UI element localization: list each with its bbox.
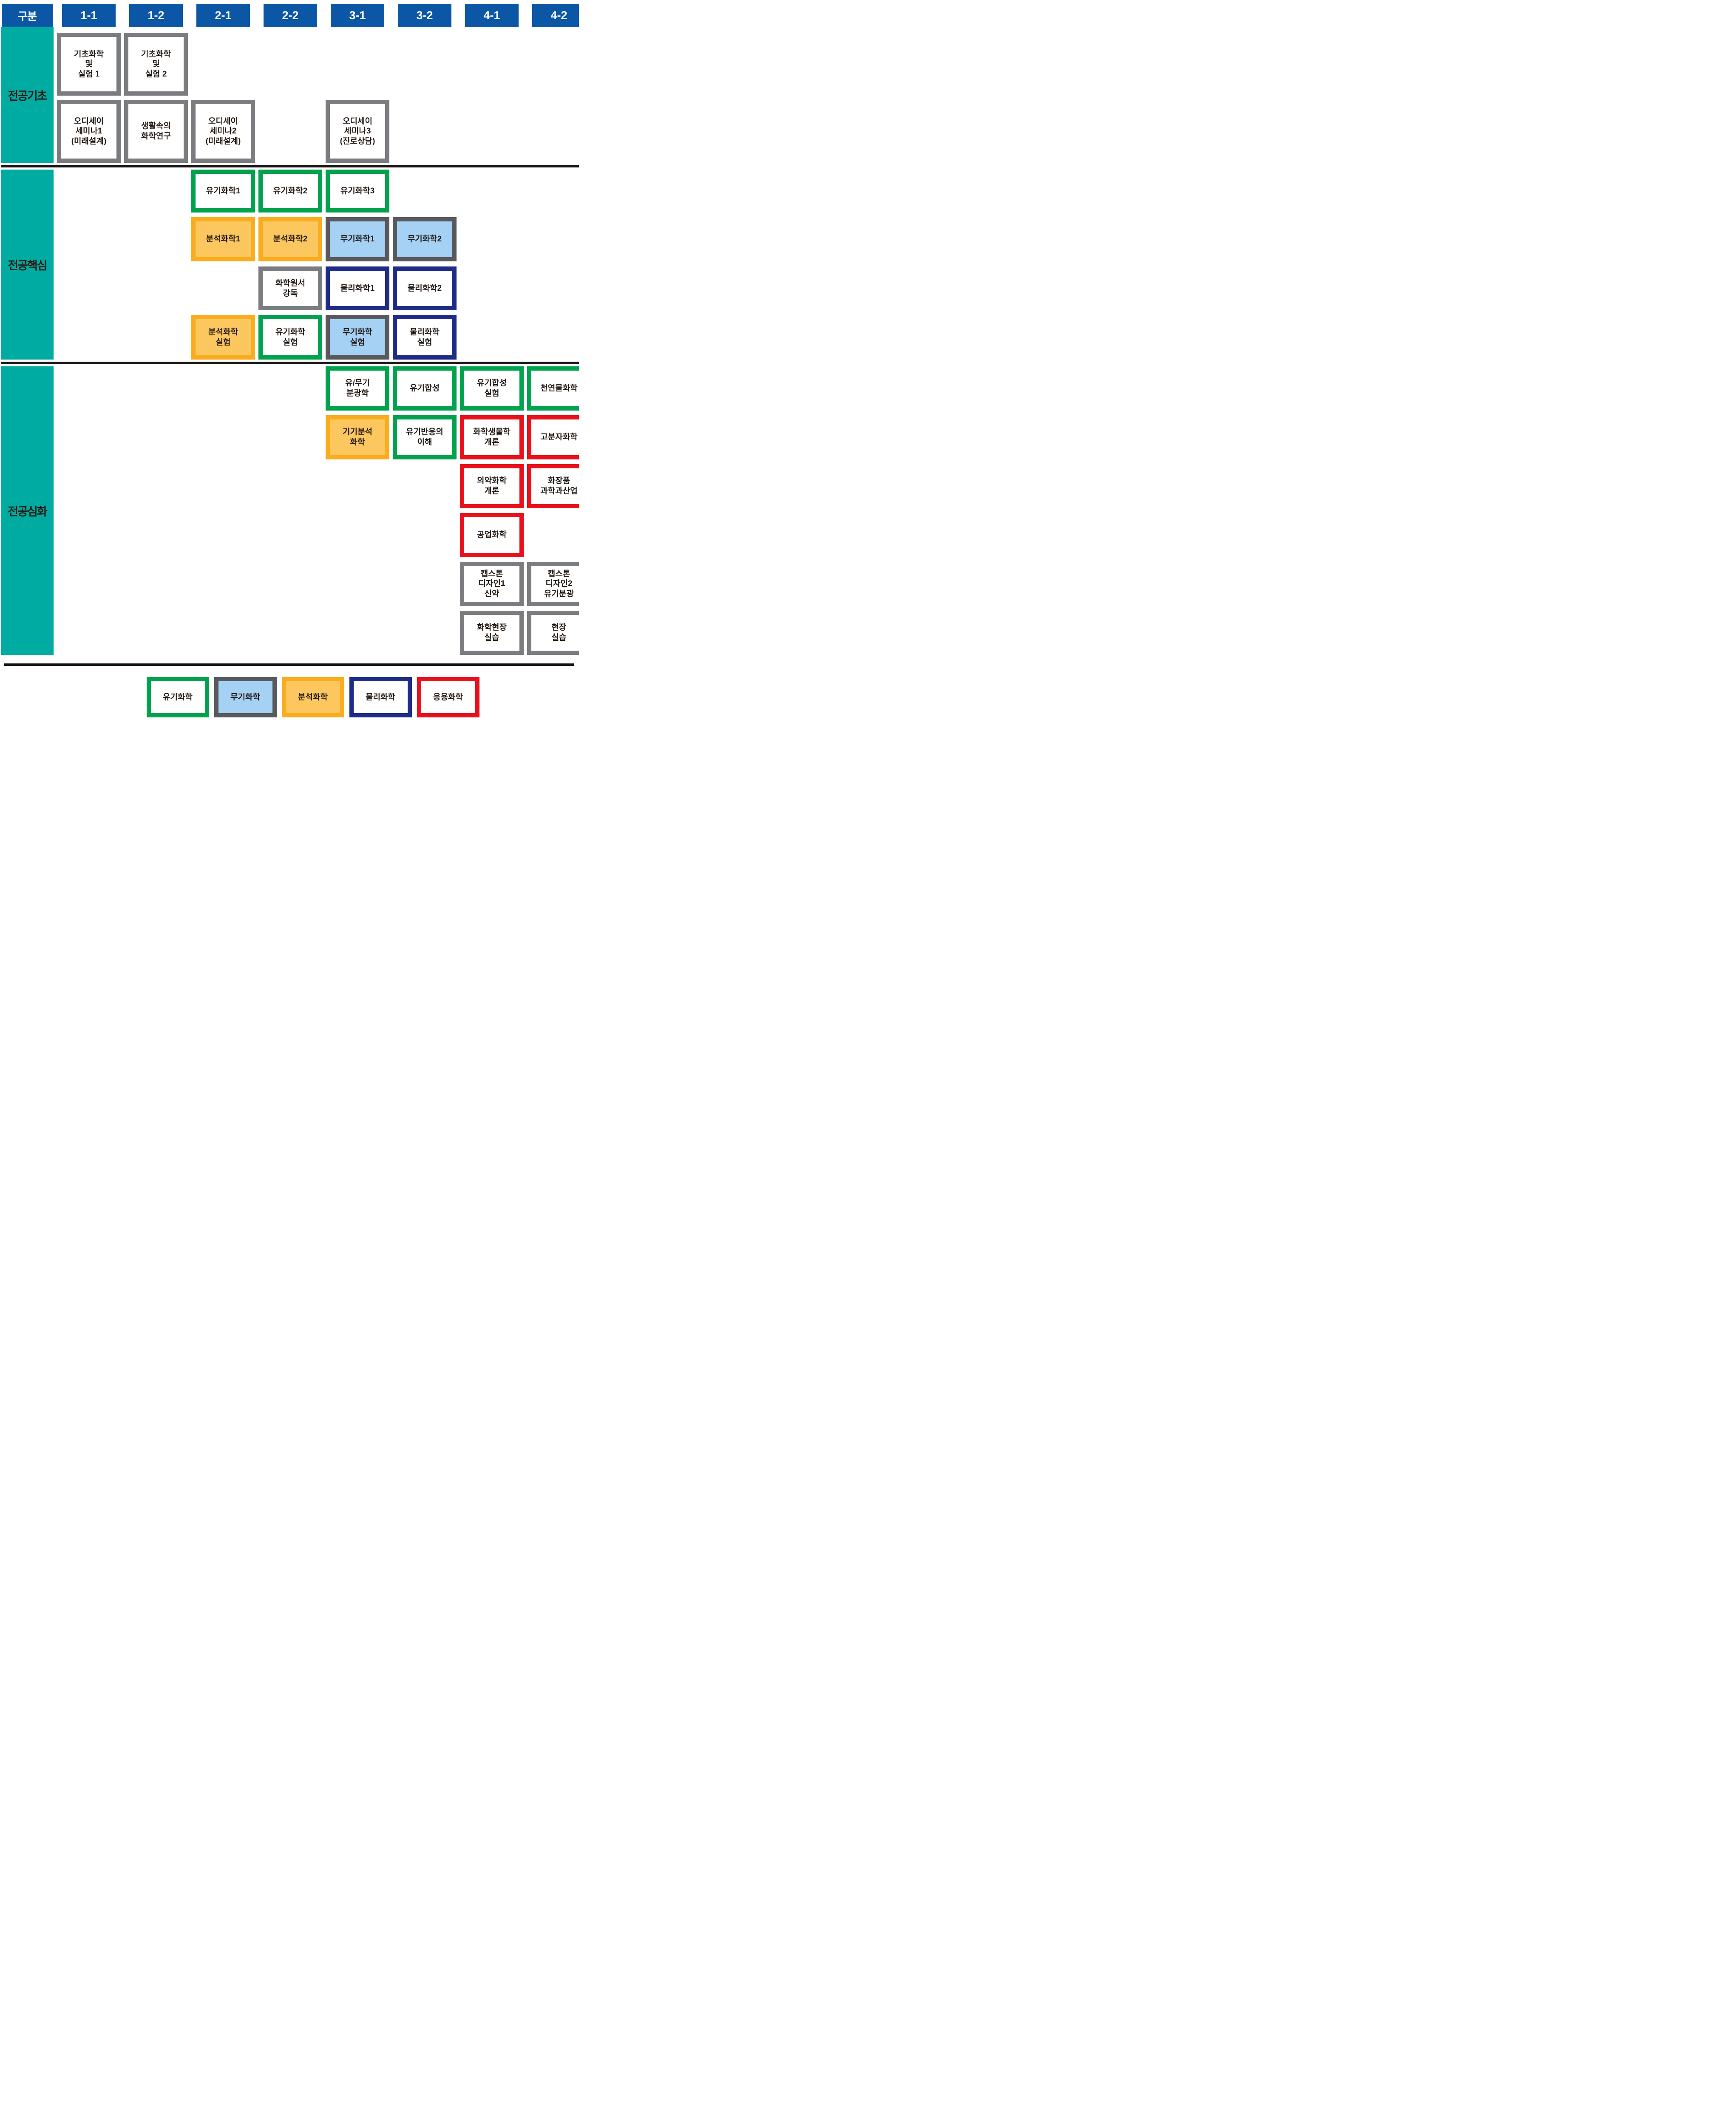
divider-line [1,165,579,167]
course-organic-chemistry-2: 유기화학2 [258,170,322,212]
header-semester-1-1: 1-1 [62,4,116,27]
divider-core-advanced [1,360,579,366]
course-capstone-design-1: 캡스톤 디자인1 신약 [460,562,524,606]
section-label-core: 전공핵심 [8,259,47,272]
course-instrumental-analytical-chemistry: 기기분석 화학 [326,415,389,459]
course-capstone-design-2: 캡스톤 디자인2 유기분광 [527,562,579,606]
divider-basic-core [1,163,579,170]
header-semester-1-2: 1-2 [129,4,183,27]
section-band-core: 전공핵심 [1,170,54,360]
course-organic-chemistry-1: 유기화학1 [191,170,255,212]
header-semester-2-2: 2-2 [264,4,317,27]
divider-line [4,663,574,666]
course-analytical-chemistry-lab: 분석화학 실험 [191,315,255,360]
course-basic-chemistry-lab-2: 기초화학 및 실험 2 [124,33,188,96]
course-organic-inorganic-spectroscopy: 유/무기 분광학 [326,366,389,411]
course-field-practice: 현장 실습 [527,611,579,655]
legend: 유기화학 무기화학 분석화학 물리화학 응용화학 [35,677,579,717]
legend-item-inorganic: 무기화학 [214,677,277,717]
course-industrial-chemistry: 공업화학 [460,513,524,557]
course-chemical-biology-intro: 화학생물학 개론 [460,415,524,459]
header-semester-3-1: 3-1 [331,4,384,27]
course-living-chemistry-research: 생활속의 화학연구 [124,100,188,163]
course-chemistry-field-practice: 화학현장 실습 [460,611,524,655]
course-physical-chemistry-lab: 물리화학 실험 [393,315,457,360]
course-basic-chemistry-lab-1: 기초화학 및 실험 1 [57,33,121,96]
section-label-basic: 전공기초 [8,90,47,102]
course-cosmetic-science-industry: 화장품 과학과산업 [527,464,579,508]
course-inorganic-chemistry-1: 무기화학1 [326,217,389,261]
legend-item-physical: 물리화학 [349,677,412,717]
curriculum-grid: 구분 1-1 1-2 2-1 2-2 3-1 3-2 4-1 4-2 전공기초 … [1,4,579,717]
course-odyssey-seminar-1: 오디세이 세미나1 (미래설계) [57,100,121,163]
course-medicinal-chemistry-intro: 의약화학 개론 [460,464,524,508]
curriculum-map: 구분 1-1 1-2 2-1 2-2 3-1 3-2 4-1 4-2 전공기초 … [0,0,579,727]
section-label-advanced: 전공심화 [8,505,47,518]
divider-bottom [1,663,579,666]
course-organic-synthesis-lab: 유기합성 실험 [460,366,524,411]
course-physical-chemistry-2: 물리화학2 [393,266,457,310]
header-semester-4-1: 4-1 [465,4,519,27]
course-organic-chemistry-3: 유기화학3 [326,170,389,212]
course-organic-synthesis: 유기합성 [393,366,457,411]
course-analytical-chemistry-1: 분석화학1 [191,217,255,261]
course-odyssey-seminar-3: 오디세이 세미나3 (진로상담) [326,100,389,163]
course-physical-chemistry-1: 물리화학1 [326,266,389,310]
section-band-advanced: 전공심화 [1,366,54,655]
legend-item-applied: 응용화학 [417,677,479,717]
course-natural-products-chemistry: 천연물화학 [527,366,579,411]
course-polymer-chemistry: 고분자화학 [527,415,579,459]
header-semester-4-2: 4-2 [532,4,579,27]
course-chemistry-text-reading: 화학원서 강독 [258,266,322,310]
header-semester-2-1: 2-1 [196,4,250,27]
course-inorganic-chemistry-2: 무기화학2 [393,217,457,261]
course-organic-chemistry-lab: 유기화학 실험 [258,315,322,360]
course-analytical-chemistry-2: 분석화학2 [258,217,322,261]
section-band-basic: 전공기초 [1,27,54,163]
course-inorganic-chemistry-lab: 무기화학 실험 [326,315,389,360]
course-odyssey-seminar-2: 오디세이 세미나2 (미래설계) [191,100,255,163]
header-semester-3-2: 3-2 [398,4,451,27]
header-category: 구분 [2,4,53,27]
divider-line [1,362,579,364]
course-understanding-organic-reactions: 유기반응의 이해 [393,415,457,459]
legend-item-analytical: 분석화학 [281,677,344,717]
legend-item-organic: 유기화학 [146,677,209,717]
